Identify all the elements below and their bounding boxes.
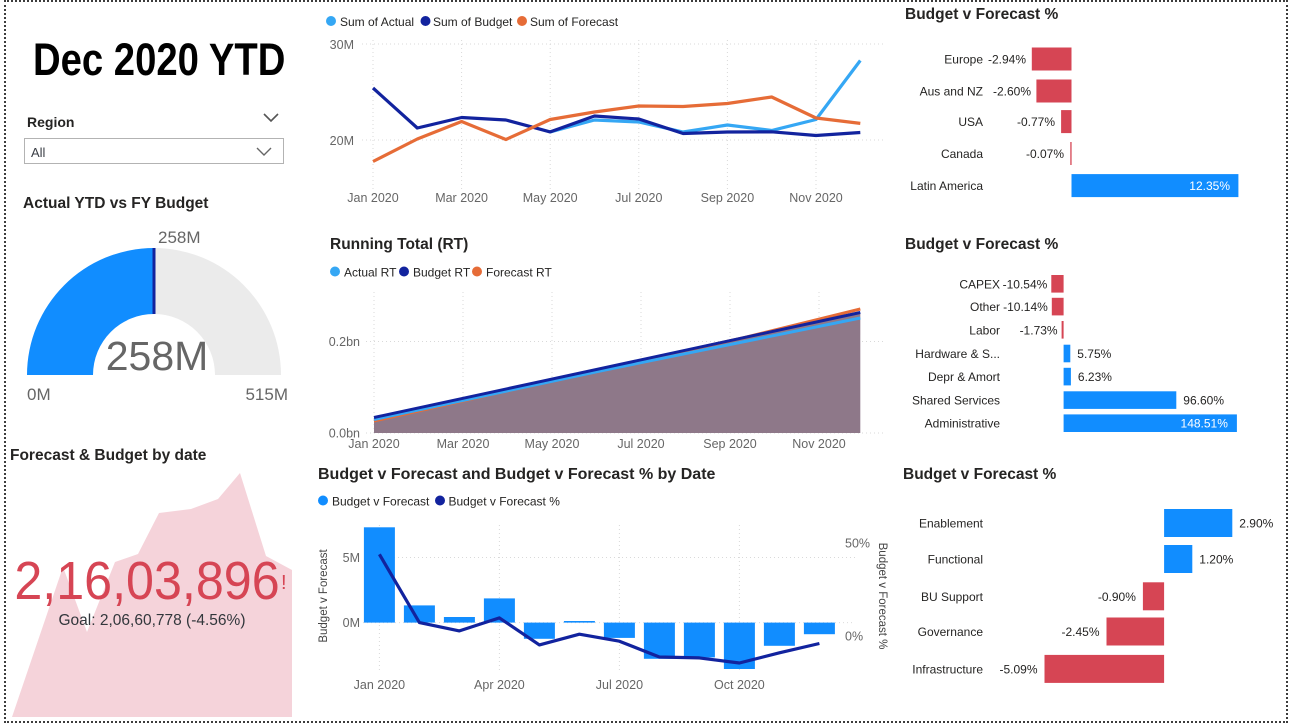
svg-text:USA: USA: [958, 115, 983, 129]
svg-text:515M: 515M: [245, 385, 288, 404]
svg-text:1.20%: 1.20%: [1199, 553, 1233, 567]
svg-text:Mar 2020: Mar 2020: [437, 437, 490, 451]
svg-text:0%: 0%: [845, 630, 863, 644]
svg-text:Actual RT: Actual RT: [344, 266, 397, 280]
svg-text:Budget v Forecast %: Budget v Forecast %: [903, 466, 1057, 483]
svg-text:CAPEX: CAPEX: [959, 277, 1000, 291]
svg-text:12.35%: 12.35%: [1189, 179, 1230, 193]
svg-text:Jan 2020: Jan 2020: [354, 678, 405, 692]
svg-text:Sep 2020: Sep 2020: [701, 191, 755, 205]
svg-text:Infrastructure: Infrastructure: [912, 662, 983, 676]
svg-text:Budget v Forecast %: Budget v Forecast %: [905, 236, 1059, 253]
svg-text:Budget v Forecast %: Budget v Forecast %: [449, 495, 561, 509]
svg-text:Apr 2020: Apr 2020: [474, 678, 525, 692]
svg-text:Hardware & S...: Hardware & S...: [915, 347, 1000, 361]
svg-text:Aus and NZ: Aus and NZ: [920, 85, 983, 99]
svg-text:-10.54%: -10.54%: [1003, 277, 1048, 291]
svg-text:Nov 2020: Nov 2020: [789, 191, 843, 205]
svg-text:May 2020: May 2020: [523, 191, 578, 205]
svg-text:30M: 30M: [330, 38, 354, 52]
svg-text:Sum of Forecast: Sum of Forecast: [530, 15, 619, 29]
svg-text:2.90%: 2.90%: [1239, 517, 1273, 531]
svg-text:5.75%: 5.75%: [1077, 347, 1111, 361]
svg-text:Budget v Forecast: Budget v Forecast: [332, 495, 430, 509]
svg-text:Oct 2020: Oct 2020: [714, 678, 765, 692]
svg-text:0M: 0M: [343, 616, 360, 630]
svg-text:Nov 2020: Nov 2020: [792, 437, 846, 451]
svg-text:50%: 50%: [845, 537, 870, 551]
svg-text:Enablement: Enablement: [919, 517, 984, 531]
svg-text:Jul 2020: Jul 2020: [615, 191, 662, 205]
svg-text:Depr & Amort: Depr & Amort: [928, 370, 1001, 384]
svg-text:0M: 0M: [27, 385, 51, 404]
svg-text:Shared Services: Shared Services: [912, 394, 1000, 408]
svg-text:96.60%: 96.60%: [1183, 394, 1224, 408]
svg-text:Governance: Governance: [918, 625, 984, 639]
svg-text:6.23%: 6.23%: [1078, 370, 1112, 384]
svg-text:-2.94%: -2.94%: [988, 53, 1026, 67]
svg-text:20M: 20M: [330, 134, 354, 148]
svg-text:0.0bn: 0.0bn: [329, 427, 360, 441]
svg-text:-5.09%: -5.09%: [999, 662, 1037, 676]
svg-text:-0.90%: -0.90%: [1098, 590, 1136, 604]
svg-text:258M: 258M: [158, 228, 201, 247]
svg-text:Sum of Budget: Sum of Budget: [433, 15, 513, 29]
svg-text:-2.45%: -2.45%: [1061, 625, 1099, 639]
svg-text:-0.77%: -0.77%: [1017, 115, 1055, 129]
svg-text:May 2020: May 2020: [525, 437, 580, 451]
svg-text:Running Total (RT): Running Total (RT): [330, 236, 468, 253]
svg-text:Budget RT: Budget RT: [413, 266, 471, 280]
svg-text:0.2bn: 0.2bn: [329, 335, 360, 349]
svg-text:148.51%: 148.51%: [1181, 417, 1229, 431]
svg-text:Functional: Functional: [928, 553, 983, 567]
svg-text:BU Support: BU Support: [921, 590, 984, 604]
svg-text:-0.07%: -0.07%: [1026, 147, 1064, 161]
svg-text:Budget v Forecast %: Budget v Forecast %: [905, 6, 1059, 23]
svg-text:Jul 2020: Jul 2020: [596, 678, 643, 692]
svg-text:Labor: Labor: [969, 323, 1000, 337]
svg-text:Jan 2020: Jan 2020: [347, 191, 398, 205]
svg-text:Canada: Canada: [941, 147, 983, 161]
svg-text:Europe: Europe: [944, 53, 983, 67]
svg-text:-10.14%: -10.14%: [1003, 300, 1048, 314]
svg-text:-2.60%: -2.60%: [993, 85, 1031, 99]
svg-text:5M: 5M: [343, 551, 360, 565]
svg-text:258M: 258M: [106, 333, 209, 379]
svg-text:Budget v Forecast and Budget v: Budget v Forecast and Budget v Forecast …: [318, 466, 716, 483]
svg-text:Budget v Forecast: Budget v Forecast: [318, 549, 330, 643]
svg-text:Sum of Actual: Sum of Actual: [340, 15, 414, 29]
svg-text:Latin America: Latin America: [910, 179, 983, 193]
svg-text:Other: Other: [970, 300, 1000, 314]
svg-text:Mar 2020: Mar 2020: [435, 191, 488, 205]
svg-text:Sep 2020: Sep 2020: [703, 437, 757, 451]
svg-text:Jan 2020: Jan 2020: [348, 437, 399, 451]
svg-text:Administrative: Administrative: [925, 417, 1001, 431]
svg-text:Forecast RT: Forecast RT: [486, 266, 552, 280]
svg-text:Jul 2020: Jul 2020: [617, 437, 664, 451]
svg-text:Budget v Forecast %: Budget v Forecast %: [876, 543, 888, 650]
svg-text:-1.73%: -1.73%: [1020, 323, 1058, 337]
